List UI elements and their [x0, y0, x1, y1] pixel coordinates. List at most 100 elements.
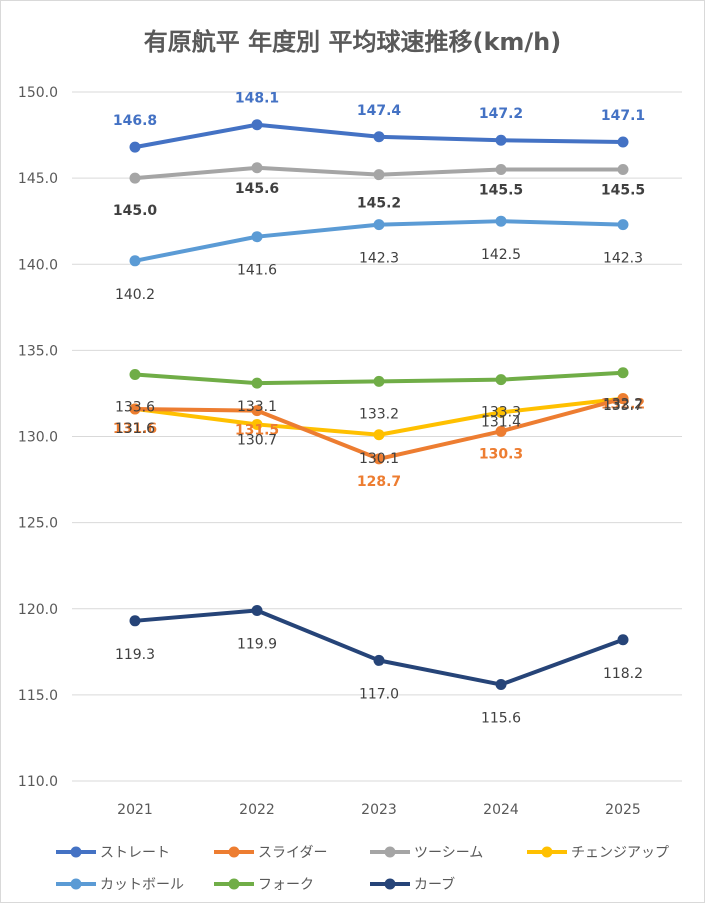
legend-swatch-marker: [70, 846, 82, 858]
legend-label: チェンジアップ: [571, 845, 669, 861]
data-point: [495, 679, 507, 691]
data-label: 130.1: [359, 451, 399, 467]
data-point: [617, 164, 629, 176]
legend-label: カットボール: [100, 877, 184, 893]
data-point: [495, 425, 507, 437]
data-label: 117.0: [359, 686, 399, 702]
legend-label: ツーシーム: [414, 845, 483, 861]
data-point: [617, 367, 629, 379]
data-label: 132.2: [603, 397, 643, 413]
data-point: [373, 375, 385, 387]
data-label: 145.6: [235, 181, 279, 197]
legend-swatch-marker: [228, 878, 240, 890]
data-label: 119.3: [115, 647, 155, 663]
y-tick-label: 150.0: [18, 85, 58, 101]
data-point: [251, 119, 263, 131]
legend-label: フォーク: [258, 877, 314, 893]
data-point: [129, 255, 141, 267]
x-tick-label: 2023: [361, 802, 397, 818]
data-point: [251, 377, 263, 389]
data-point: [251, 162, 263, 174]
data-label: 142.3: [359, 251, 399, 267]
data-point: [251, 418, 263, 430]
y-tick-label: 145.0: [18, 171, 58, 187]
data-point: [495, 215, 507, 227]
data-label: 147.1: [601, 108, 645, 124]
y-tick-label: 110.0: [18, 774, 58, 790]
legend-swatch-marker: [541, 846, 553, 858]
data-label: 142.5: [481, 247, 521, 263]
y-tick-label: 140.0: [18, 257, 58, 273]
data-label: 132.2: [601, 397, 645, 413]
data-label: 133.7: [603, 398, 643, 414]
data-point: [251, 405, 263, 417]
data-label: 147.4: [357, 103, 402, 119]
data-label: 133.6: [115, 399, 155, 415]
data-point: [373, 453, 385, 465]
data-point: [129, 403, 141, 415]
data-point: [373, 429, 385, 441]
data-label: 133.3: [481, 405, 521, 421]
y-tick-label: 135.0: [18, 343, 58, 359]
x-tick-label: 2022: [239, 802, 275, 818]
y-tick-label: 130.0: [18, 430, 58, 446]
data-label: 145.2: [357, 196, 401, 212]
data-point: [129, 368, 141, 380]
data-point: [495, 134, 507, 146]
legend-swatch-marker: [384, 878, 396, 890]
data-label: 145.0: [113, 203, 158, 219]
data-label: 115.6: [481, 711, 521, 727]
data-point: [495, 406, 507, 418]
x-tick-label: 2021: [117, 802, 153, 818]
data-point: [617, 219, 629, 231]
data-point: [251, 604, 263, 616]
data-label: 118.2: [603, 666, 643, 682]
data-label: 131.4: [481, 414, 521, 430]
data-point: [129, 615, 141, 627]
data-label: 133.2: [359, 406, 399, 422]
x-tick-label: 2024: [483, 802, 519, 818]
data-label: 130.3: [479, 446, 523, 462]
data-label: 130.7: [237, 432, 277, 448]
legend-swatch-marker: [70, 878, 82, 890]
chart-title: 有原航平 年度別 平均球速推移(km/h): [143, 28, 562, 56]
data-point: [129, 172, 141, 184]
data-label: 119.9: [237, 636, 277, 652]
data-point: [373, 219, 385, 231]
y-tick-label: 120.0: [18, 602, 58, 618]
data-point: [495, 374, 507, 386]
data-label: 140.2: [115, 287, 155, 303]
data-label: 131.6: [115, 421, 155, 437]
y-tick-label: 125.0: [18, 516, 58, 532]
data-point: [373, 169, 385, 181]
data-label: 141.6: [237, 263, 277, 279]
legend-label: カーブ: [414, 876, 455, 893]
data-point: [129, 141, 141, 153]
data-point: [617, 634, 629, 646]
series-line: [134, 608, 624, 687]
legend-label: スライダー: [258, 845, 327, 861]
data-point: [495, 164, 507, 176]
data-label: 148.1: [235, 91, 279, 107]
data-point: [251, 231, 263, 243]
data-label: 145.5: [601, 183, 645, 199]
data-label: 145.5: [479, 183, 523, 199]
data-point: [373, 131, 385, 143]
data-label: 133.1: [237, 399, 277, 415]
legend-label: ストレート: [100, 845, 170, 861]
data-point: [617, 136, 629, 148]
data-label: 131.6: [113, 421, 157, 437]
data-label: 131.5: [235, 423, 279, 439]
data-label: 142.3: [603, 251, 643, 267]
legend-swatch-marker: [228, 846, 240, 858]
legend-swatch-marker: [384, 846, 396, 858]
y-tick-label: 115.0: [18, 688, 58, 704]
data-label: 128.7: [357, 474, 401, 490]
data-label: 146.8: [113, 113, 157, 129]
data-label: 147.2: [479, 106, 523, 122]
x-tick-label: 2025: [605, 802, 641, 818]
data-point: [373, 654, 385, 666]
data-point: [617, 393, 629, 405]
